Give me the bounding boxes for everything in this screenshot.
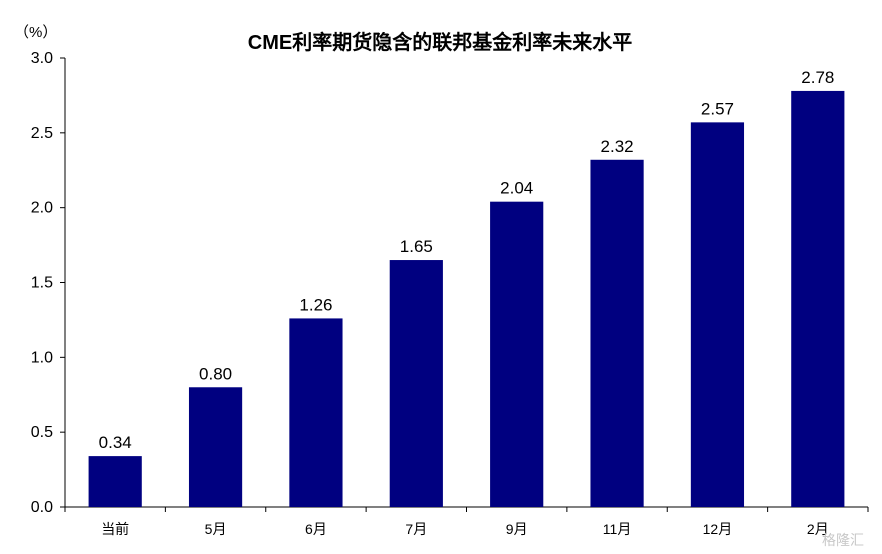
- bar: [88, 456, 142, 507]
- bar: [490, 201, 544, 507]
- x-tick-label: 5月: [205, 521, 227, 537]
- bars: [88, 90, 845, 508]
- y-unit-label: （%）: [14, 24, 57, 41]
- x-tick-label: 6月: [305, 521, 327, 537]
- bar: [289, 318, 343, 507]
- x-tick-label: 当前: [101, 521, 129, 537]
- x-tick-label: 12月: [703, 521, 733, 537]
- y-tick-label: 0.5: [31, 424, 53, 441]
- data-label: 1.65: [400, 237, 433, 256]
- data-label: 0.34: [99, 433, 132, 452]
- bar: [188, 387, 243, 507]
- x-tick-label: 7月: [405, 521, 427, 537]
- y-tick-label: 1.5: [31, 275, 53, 292]
- x-tick-label: 2月: [807, 521, 829, 537]
- y-tick-label: 3.0: [31, 50, 53, 67]
- x-axis: 当前 5月 6月 7月 9月 11月 12月 2月: [64, 506, 869, 537]
- watermark: 格隆汇: [822, 532, 864, 548]
- data-label: 2.57: [701, 99, 734, 118]
- data-label: 2.32: [601, 137, 634, 156]
- data-label: 1.26: [299, 295, 332, 314]
- bar: [389, 260, 443, 507]
- data-label: 2.78: [801, 68, 834, 87]
- y-tick-label: 1.0: [31, 349, 53, 366]
- y-tick-label: 2.0: [31, 200, 53, 217]
- bar: [791, 90, 845, 507]
- y-tick-label: 0.0: [31, 499, 53, 516]
- data-labels: 0.34 0.80 1.26 1.65 2.04 2.32 2.57 2.78: [99, 68, 835, 452]
- bar: [590, 159, 644, 508]
- data-label: 0.80: [199, 364, 232, 383]
- chart-title: CME利率期货隐含的联邦基金利率未来水平: [248, 30, 632, 54]
- x-tick-label: 11月: [603, 521, 632, 537]
- y-axis: 0.0 0.5 1.0 1.5 2.0 2.5 3.0: [31, 50, 66, 516]
- x-tick-label: 9月: [506, 521, 528, 537]
- bar: [690, 122, 745, 508]
- y-tick-label: 2.5: [31, 125, 53, 142]
- data-label: 2.04: [500, 179, 533, 198]
